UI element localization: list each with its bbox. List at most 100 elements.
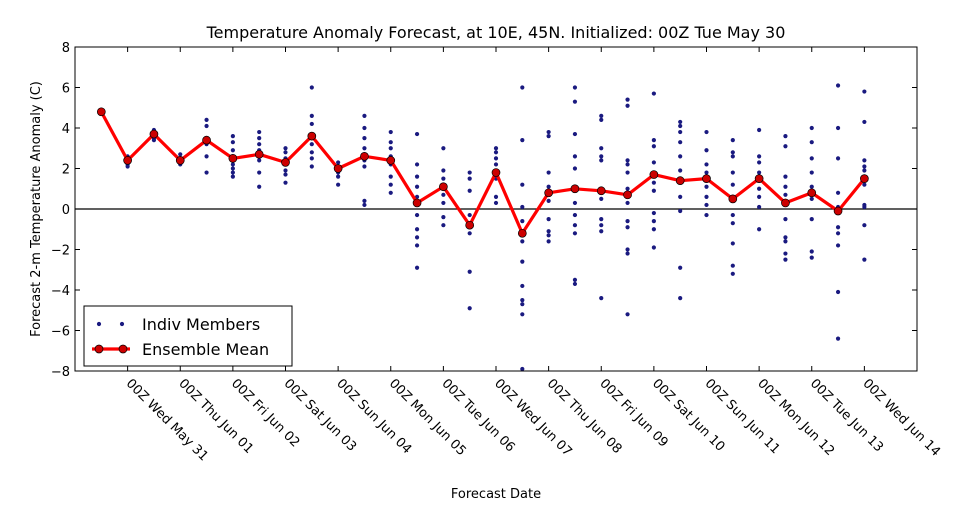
- ensemble-mean-point-23: [702, 174, 711, 183]
- ensemble-mean-point-26: [781, 198, 790, 208]
- member-point-196: [704, 194, 709, 199]
- member-point-231: [809, 140, 814, 145]
- member-point-136: [572, 154, 578, 159]
- member-point-211: [757, 154, 762, 159]
- member-point-78: [414, 162, 420, 167]
- member-point-197: [704, 202, 709, 208]
- member-point-159: [625, 162, 630, 167]
- member-point-44: [283, 172, 288, 177]
- ensemble-mean-line: [99, 111, 866, 235]
- member-point-171: [651, 160, 656, 165]
- member-point-61: [362, 125, 367, 131]
- member-point-241: [835, 156, 841, 161]
- member-point-115: [520, 204, 525, 210]
- member-point-257: [862, 204, 867, 210]
- ensemble-mean-point-21: [649, 170, 659, 179]
- member-point-227: [783, 239, 788, 244]
- member-point-43: [283, 168, 288, 173]
- y-tick-label-8: −8: [51, 365, 70, 380]
- member-point-119: [520, 283, 525, 289]
- member-point-183: [678, 154, 683, 159]
- member-point-40: [283, 150, 288, 155]
- member-point-177: [651, 227, 656, 232]
- member-point-191: [704, 148, 709, 153]
- member-point-242: [835, 190, 841, 195]
- y-tick-label-6: −4: [51, 284, 70, 299]
- member-point-68: [362, 202, 367, 208]
- member-point-19: [204, 123, 209, 129]
- member-point-234: [809, 184, 814, 189]
- member-point-246: [835, 231, 841, 236]
- ensemble-mean-point-17: [544, 188, 553, 198]
- member-point-232: [809, 156, 814, 161]
- member-point-251: [862, 119, 867, 125]
- y-tick-label-7: −6: [51, 325, 70, 340]
- member-point-219: [783, 134, 788, 139]
- member-point-38: [257, 184, 262, 189]
- member-point-46: [309, 85, 314, 90]
- member-point-182: [678, 140, 683, 145]
- member-point-153: [599, 223, 604, 228]
- member-point-70: [388, 140, 393, 145]
- member-point-133: [572, 85, 578, 90]
- member-point-79: [414, 174, 420, 179]
- member-point-140: [572, 212, 578, 218]
- member-point-92: [441, 192, 446, 197]
- member-point-193: [704, 170, 709, 175]
- member-point-63: [362, 146, 367, 151]
- member-point-158: [625, 158, 630, 163]
- member-point-26: [230, 148, 235, 153]
- member-point-218: [757, 227, 762, 232]
- member-point-146: [599, 117, 604, 122]
- member-point-112: [520, 85, 525, 90]
- member-point-29: [230, 166, 235, 171]
- member-point-7: [125, 164, 130, 169]
- member-point-253: [862, 164, 867, 169]
- member-point-62: [362, 136, 367, 141]
- y-axis: 8 6 4 2 0 −2 −4 −6 −8: [51, 41, 917, 380]
- member-point-132: [546, 239, 551, 244]
- member-point-143: [572, 277, 578, 282]
- member-point-90: [441, 176, 446, 181]
- member-point-213: [757, 170, 762, 175]
- member-point-129: [546, 217, 551, 222]
- ensemble-mean-point-0: [96, 107, 106, 117]
- member-point-18: [204, 117, 209, 122]
- member-point-151: [599, 196, 604, 201]
- member-point-192: [704, 162, 709, 167]
- member-point-52: [309, 156, 314, 161]
- member-point-237: [809, 249, 814, 254]
- member-point-66: [362, 164, 367, 169]
- member-point-103: [467, 306, 472, 311]
- member-point-130: [546, 229, 551, 234]
- member-point-127: [546, 184, 551, 189]
- ensemble-mean-point-24: [728, 194, 738, 204]
- member-point-240: [835, 125, 841, 131]
- member-point-117: [520, 239, 525, 244]
- member-point-195: [704, 184, 709, 189]
- member-point-32: [257, 129, 262, 135]
- member-point-252: [862, 158, 867, 163]
- member-point-106: [493, 156, 499, 161]
- member-point-145: [599, 113, 604, 118]
- member-point-245: [835, 225, 841, 230]
- y-tick-label-2: 4: [62, 122, 70, 137]
- member-point-202: [730, 170, 735, 175]
- member-point-180: [678, 123, 683, 129]
- member-point-221: [783, 174, 788, 179]
- member-point-33: [257, 136, 262, 141]
- member-point-173: [651, 180, 656, 185]
- member-point-30: [230, 170, 235, 175]
- member-point-131: [546, 233, 551, 238]
- member-point-259: [862, 257, 867, 262]
- member-point-198: [704, 212, 709, 218]
- member-point-128: [546, 198, 551, 203]
- member-point-176: [651, 219, 656, 224]
- member-point-111: [493, 200, 499, 206]
- member-point-88: [441, 146, 446, 151]
- member-point-59: [336, 182, 341, 187]
- member-point-12: [151, 138, 157, 143]
- y-axis-label: Forecast 2-m Temperature Anomaly (C): [29, 81, 44, 337]
- member-point-24: [230, 134, 235, 139]
